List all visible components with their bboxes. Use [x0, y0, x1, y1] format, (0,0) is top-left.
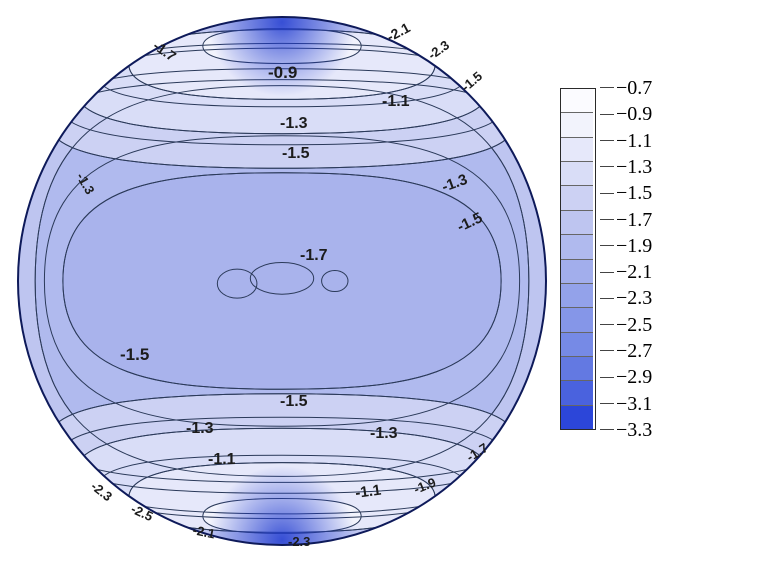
colorbar-tick: −0.9: [600, 104, 652, 124]
colorbar-swatch: [561, 186, 593, 210]
colorbar-swatch: [561, 381, 593, 405]
colorbar-tick: −1.7: [600, 210, 652, 230]
contour-label: -1.7: [300, 247, 328, 264]
colorbar-tick-label: −3.3: [616, 419, 652, 441]
colorbar-tick: −2.9: [600, 367, 652, 387]
contour-label: -1.1: [354, 482, 382, 502]
colorbar-swatch: [561, 284, 593, 308]
colorbar-tick-label: −2.9: [616, 366, 652, 388]
colorbar-tick: −1.3: [600, 157, 652, 177]
colorbar-swatch: [561, 89, 593, 113]
colorbar-tick-label: −0.7: [616, 77, 652, 99]
colorbar-tick-label: −1.9: [616, 235, 652, 257]
colorbar-tick-label: −1.3: [616, 156, 652, 178]
colorbar-swatch: [561, 138, 593, 162]
colorbar-tick: −2.1: [600, 262, 652, 282]
colorbar-tick-label: −2.5: [616, 314, 652, 336]
colorbar-swatch: [561, 113, 593, 137]
colorbar-tick: −0.7: [600, 78, 652, 98]
contour-label: -1.5: [280, 393, 308, 410]
contour-label: -1.5: [282, 145, 310, 162]
colorbar: −0.7−0.9−1.1−1.3−1.5−1.7−1.9−2.1−2.3−2.5…: [560, 88, 690, 430]
colorbar-tick-label: −1.1: [616, 130, 652, 152]
colorbar-swatch: [561, 260, 593, 284]
colorbar-swatches: [560, 88, 596, 430]
contour-label: -0.9: [268, 63, 297, 82]
colorbar-tick-label: −0.9: [616, 103, 652, 125]
colorbar-tick: −2.7: [600, 341, 652, 361]
colorbar-swatch: [561, 162, 593, 186]
colorbar-swatch: [561, 357, 593, 381]
colorbar-swatch: [561, 211, 593, 235]
contour-label: -2.3: [288, 534, 310, 549]
contour-label: -1.1: [208, 451, 236, 468]
colorbar-ticks: −0.7−0.9−1.1−1.3−1.5−1.7−1.9−2.1−2.3−2.5…: [600, 88, 690, 430]
colorbar-tick-label: −2.1: [616, 261, 652, 283]
contour-label: -2.3: [425, 37, 452, 62]
colorbar-tick: −3.3: [600, 420, 652, 440]
colorbar-swatch: [561, 333, 593, 357]
colorbar-swatch: [561, 406, 593, 429]
colorbar-swatch: [561, 235, 593, 259]
colorbar-tick: −1.5: [600, 183, 652, 203]
colorbar-tick-label: −2.3: [616, 287, 652, 309]
contour-label: -2.1: [191, 522, 216, 541]
colorbar-tick: −1.1: [600, 131, 652, 151]
colorbar-tick: −2.5: [600, 315, 652, 335]
contour-label: -1.3: [370, 425, 398, 442]
figure-root: -0.9 -1.1 -1.3 -1.5 -1.7 -1.5 -1.5 -1.3 -1.3 -1.1…: [0, 0, 760, 563]
colorbar-tick-label: −3.1: [616, 393, 652, 415]
colorbar-tick: −1.9: [600, 236, 652, 256]
contour-label: -1.3: [186, 420, 214, 437]
contour-label: -1.5: [120, 345, 149, 364]
colorbar-tick-label: −1.7: [616, 209, 652, 231]
colorbar-tick-label: −2.7: [616, 340, 652, 362]
colorbar-tick: −2.3: [600, 288, 652, 308]
contour-label: -1.1: [382, 93, 410, 110]
colorbar-tick-label: −1.5: [616, 182, 652, 204]
contour-label: -1.3: [280, 115, 308, 132]
colorbar-swatch: [561, 308, 593, 332]
colorbar-tick: −3.1: [600, 394, 652, 414]
